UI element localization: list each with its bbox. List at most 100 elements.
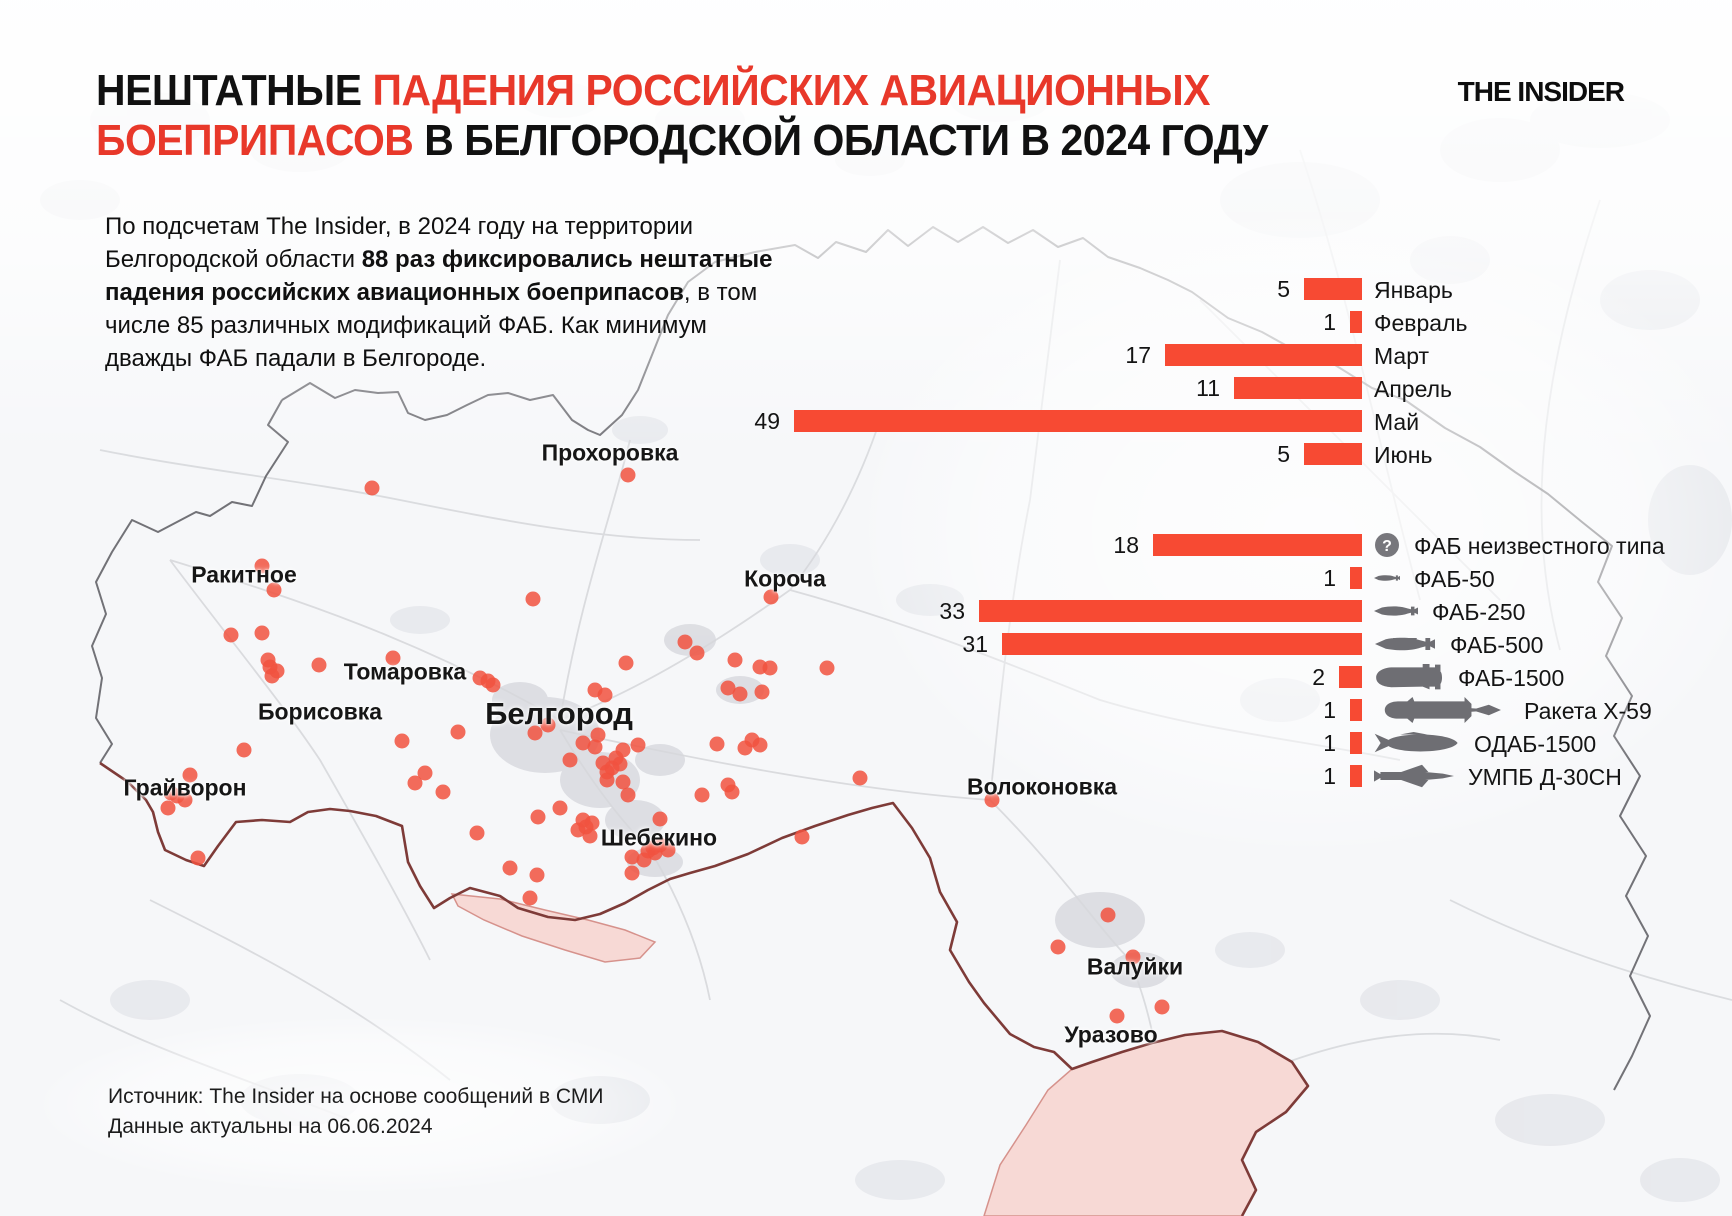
incident-dot — [530, 809, 546, 825]
bar-ФАБ-50 — [1350, 567, 1362, 589]
incident-dot — [540, 717, 556, 733]
incident-dot — [852, 770, 868, 786]
incident-dot — [552, 800, 568, 816]
month-label: Январь — [1374, 277, 1453, 303]
munition-type-label: ФАБ-1500 — [1458, 665, 1565, 691]
month-label: Май — [1374, 409, 1420, 435]
intro-paragraph: По подсчетам The Insider, в 2024 году на… — [105, 210, 773, 375]
title-segment: НЕШТАТНЫЕ — [96, 66, 373, 115]
town-label-Шебекино: Шебекино — [600, 824, 718, 851]
incident-dot — [1154, 999, 1170, 1015]
town-label-Прохоровка: Прохоровка — [541, 439, 679, 466]
source-backdrop-glow — [30, 1015, 690, 1195]
town-label-Уразово: Уразово — [1064, 1021, 1158, 1048]
bar-value: 1 — [1323, 730, 1336, 756]
incident-dot — [1125, 949, 1141, 965]
town-label-Ракитное: Ракитное — [191, 561, 297, 588]
incident-dot — [660, 842, 676, 858]
bar-value: 11 — [1196, 375, 1220, 401]
the-insider-logo: THE INSIDER — [1457, 76, 1625, 107]
bar-ОДАБ-1500 — [1350, 732, 1362, 754]
month-label: Февраль — [1374, 310, 1468, 336]
intro-segment: , в том числе 85 различных модификаций Ф… — [105, 279, 758, 372]
source-note: Источник: The Insider на основе сообщени… — [108, 1082, 603, 1142]
bar-ФАБ неизвестного типа — [1153, 534, 1362, 556]
question-icon: ? — [1375, 533, 1399, 557]
bar-Февраль — [1350, 311, 1362, 333]
bar-value: 1 — [1323, 565, 1336, 591]
incident-dot — [599, 772, 615, 788]
incident-dot — [727, 652, 743, 668]
incident-dot — [624, 849, 640, 865]
incident-dot — [587, 739, 603, 755]
incident-dot — [182, 767, 198, 783]
incident-dot — [763, 589, 779, 605]
incident-dot — [385, 650, 401, 666]
incident-dot — [597, 687, 613, 703]
odab-1500-bomb-icon — [1374, 732, 1458, 753]
bar-value: 1 — [1323, 697, 1336, 723]
incident-dot — [794, 829, 810, 845]
state-border — [99, 761, 1310, 1216]
bar-ФАБ-500 — [1002, 633, 1362, 655]
incident-dot — [575, 735, 591, 751]
x59-missile-icon — [1384, 697, 1501, 723]
incident-dot — [525, 591, 541, 607]
incident-dot — [752, 737, 768, 753]
umpb-d30-icon — [1374, 764, 1454, 788]
town-label-Валуйки: Валуйки — [1086, 953, 1184, 980]
bar-УМПБ Д-30СН — [1350, 765, 1362, 787]
incident-dot — [236, 742, 252, 758]
bar-Апрель — [1234, 377, 1362, 399]
incident-dot — [620, 787, 636, 803]
bar-Март — [1165, 344, 1362, 366]
svg-text:?: ? — [1382, 538, 1392, 555]
incident-dot — [590, 727, 606, 743]
incident-dot — [709, 736, 725, 752]
incident-dot — [254, 625, 270, 641]
incident-dot — [562, 752, 578, 768]
incident-dot — [529, 867, 545, 883]
incident-dot — [190, 850, 206, 866]
incident-dot — [264, 668, 280, 684]
incident-dot — [254, 558, 270, 574]
incident-dot — [407, 775, 423, 791]
munition-type-label: Ракета Х-59 — [1524, 698, 1652, 724]
incident-dot — [223, 627, 239, 643]
incident-dot — [724, 784, 740, 800]
intro-segment: По подсчетам The Insider, в 2024 году на… — [105, 213, 694, 273]
incident-dot — [689, 645, 705, 661]
bar-Ракета Х-59 — [1350, 699, 1362, 721]
bar-Июнь — [1304, 443, 1362, 465]
incident-dot — [624, 865, 640, 881]
bar-value: 33 — [939, 598, 965, 624]
incident-dot — [394, 733, 410, 749]
town-label-Короча: Короча — [744, 565, 826, 592]
incident-dot — [720, 680, 736, 696]
incident-dot — [762, 660, 778, 676]
incident-dot — [527, 725, 543, 741]
incident-dot — [618, 655, 634, 671]
incident-dot — [1109, 1008, 1125, 1024]
bar-value: 18 — [1113, 532, 1139, 558]
bar-value: 1 — [1323, 763, 1336, 789]
incident-dot — [636, 852, 652, 868]
town-label-Борисовка: Борисовка — [257, 698, 383, 725]
page-title: НЕШТАТНЫЕ ПАДЕНИЯ РОССИЙСКИХ АВИАЦИОННЫХ… — [96, 66, 1268, 166]
munition-type-label: ФАБ-250 — [1432, 599, 1526, 625]
incident-dot — [984, 792, 1000, 808]
incident-dot — [677, 634, 693, 650]
bar-ФАБ-250 — [979, 600, 1362, 622]
munition-type-label: ОДАБ-1500 — [1474, 731, 1597, 757]
fab-1500-bomb-icon — [1376, 664, 1443, 690]
incident-dot — [469, 825, 485, 841]
incident-dot — [260, 652, 276, 668]
month-label: Июнь — [1374, 442, 1433, 468]
bar-value: 17 — [1125, 342, 1151, 368]
incident-dot — [630, 737, 646, 753]
incident-dot — [417, 765, 433, 781]
town-label-Волоконовка: Волоконовка — [966, 773, 1118, 800]
incident-dot — [266, 582, 282, 598]
